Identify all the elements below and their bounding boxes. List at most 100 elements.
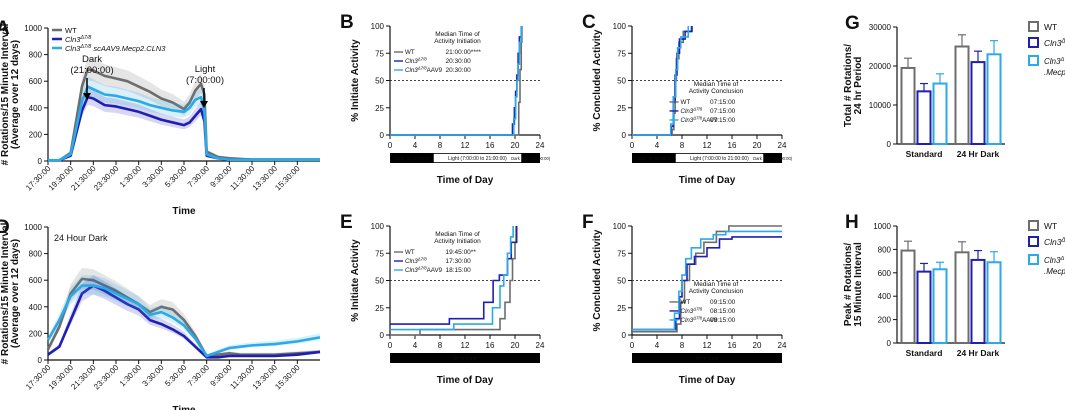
x-tick-label: 0 xyxy=(630,341,635,350)
y-tick-label: 100 xyxy=(613,22,627,31)
y-tick-label: 1000 xyxy=(873,222,891,231)
y-axis-label: % Initiate Activity xyxy=(350,239,361,322)
light-label: Light (7:00:00 to 21:00:00) xyxy=(448,156,507,162)
legend-name: Cln3Δ7/8 xyxy=(405,57,427,65)
legend-name: Cln3Δ7/8 xyxy=(681,306,703,314)
y-tick-label: 400 xyxy=(878,292,892,301)
x-axis-label: Time of Day xyxy=(437,175,494,186)
y-tick-label: 75 xyxy=(617,49,626,58)
dark-label: Dark (21:00:00 to xyxy=(395,156,429,161)
panel-C: C 0 25 50 75 100 0 4 8 12 16 20 24 Dark (21:00:00 to L… xyxy=(582,12,793,186)
x-axis-label: Time of Day xyxy=(437,375,494,386)
bar-cln3 xyxy=(970,258,986,344)
x-tick-label: 16 xyxy=(486,141,495,150)
series-line-cln3 xyxy=(47,284,321,359)
y-tick-label: 75 xyxy=(617,249,626,258)
y-tick-label: 1000 xyxy=(24,223,42,232)
legend-value: 08:15:00 xyxy=(710,317,736,324)
legend-label: Cln3Δ7/8 scAAV9 xyxy=(1044,256,1065,265)
legend-value: 21:00:00**** xyxy=(446,49,482,56)
legend-label: WT xyxy=(65,26,77,35)
x-tick-label: 20 xyxy=(511,141,520,150)
dark-label: 24 hr Dark xyxy=(695,356,719,362)
x-tick-label: 23:30:00 xyxy=(92,164,121,193)
category-label: Standard xyxy=(906,348,943,358)
x-axis-label: Time xyxy=(172,405,196,410)
bar-wt xyxy=(954,45,970,145)
y-tick-label: 50 xyxy=(617,277,626,286)
y-tick-label: 800 xyxy=(878,245,892,254)
x-tick-label: 16 xyxy=(728,141,737,150)
legend-name: WT xyxy=(681,99,691,106)
series-line-wt xyxy=(46,277,321,358)
x-tick-label: 16 xyxy=(728,341,737,350)
legend-swatch xyxy=(1028,55,1039,66)
y-tick-label: 0 xyxy=(887,140,892,149)
x-tick-label: 12 xyxy=(461,341,470,350)
x-tick-label: 20 xyxy=(753,341,762,350)
x-tick-label: 8 xyxy=(438,341,443,350)
y-tick-label: 100 xyxy=(613,222,627,231)
y-axis-label: # Rotations/15 Minute Interval(Average o… xyxy=(0,23,21,165)
y-tick-label: 50 xyxy=(617,77,626,86)
panel-letter: E xyxy=(340,212,353,233)
x-tick-label: 4 xyxy=(413,341,418,350)
legend-name: Cln3Δ7/8 xyxy=(405,257,427,265)
y-tick-label: 25 xyxy=(375,304,384,313)
dark-start-label: Dark Start (21:00:00) xyxy=(753,156,793,161)
series-step-wt xyxy=(390,226,518,336)
panel-letter: C xyxy=(582,12,596,33)
series-line-aav9 xyxy=(46,284,321,358)
x-tick-label: 24 xyxy=(778,141,787,150)
legend-value: 20:30:00 xyxy=(446,58,472,65)
legend-value: 09:15:00 xyxy=(710,299,736,306)
legend-name: Cln3Δ7/8 xyxy=(681,106,703,114)
x-tick-label: 5:30:00 xyxy=(163,164,189,190)
light-label: Light (7:00:00 to 21:00:00) xyxy=(690,156,749,162)
x-tick-label: 24 xyxy=(778,341,787,350)
panel-letter: F xyxy=(582,212,594,233)
x-tick-label: 24 xyxy=(536,341,545,350)
y-tick-label: 75 xyxy=(375,249,384,258)
light-period xyxy=(433,153,522,163)
arrow-dark-head xyxy=(83,93,91,100)
series-step-aav9 xyxy=(632,26,690,136)
bar-aav9 xyxy=(932,82,948,146)
x-tick-label: 20 xyxy=(511,341,520,350)
lighting-bar xyxy=(632,353,782,363)
category-label: 24 Hr Dark xyxy=(957,149,1000,159)
series-band-cln3 xyxy=(48,275,320,358)
legend-label: .Mecp2.CLN3 xyxy=(1044,68,1065,77)
x-tick-label: 3:30:00 xyxy=(141,363,167,389)
panel-letter: A xyxy=(0,18,10,39)
x-tick-label: 8 xyxy=(438,141,443,150)
x-tick-label: 16 xyxy=(486,341,495,350)
legend-name: Cln3Δ7/8AAV9 xyxy=(681,315,719,323)
legend-name: Cln3Δ7/8AAV9 xyxy=(405,66,443,74)
y-tick-label: 10000 xyxy=(869,101,892,110)
panel-letter: H xyxy=(845,212,859,233)
panel-A: A0200400600800100017:30:0019:30:0021:30:… xyxy=(0,18,320,217)
legend-label: .Mecp2.CLN3 xyxy=(1044,267,1065,276)
note-title-1: Median Time of xyxy=(435,31,480,38)
panel-D: D0200400600800100017:30:0019:30:0021:30:… xyxy=(0,217,321,410)
legend-name: WT xyxy=(681,299,691,306)
bar-cln3 xyxy=(916,90,932,145)
y-tick-label: 200 xyxy=(878,316,892,325)
panel-letter: G xyxy=(845,13,860,34)
note-title-1: Median Time of xyxy=(694,81,739,88)
annotation-dark: Dark xyxy=(82,54,102,65)
x-tick-label: 0 xyxy=(630,141,635,150)
category-label: 24 Hr Dark xyxy=(957,348,1000,358)
legend-value: 19:45:00** xyxy=(446,249,477,256)
legend-value: 07:15:00 xyxy=(710,99,736,106)
x-tick-label: 1:30:00 xyxy=(118,164,144,190)
y-tick-label: 0 xyxy=(622,331,627,340)
note-title-2: Activity Initiation xyxy=(434,238,481,245)
y-tick-label: 600 xyxy=(29,77,43,86)
y-tick-label: 25 xyxy=(375,104,384,113)
x-axis-label: Time xyxy=(172,206,196,217)
panel-H: H 0 200 400 600 800 1000 Peak # Rotations/15 Mi… xyxy=(843,212,1065,358)
series-step-aav9 xyxy=(632,230,782,331)
x-tick-label: 12 xyxy=(703,341,712,350)
